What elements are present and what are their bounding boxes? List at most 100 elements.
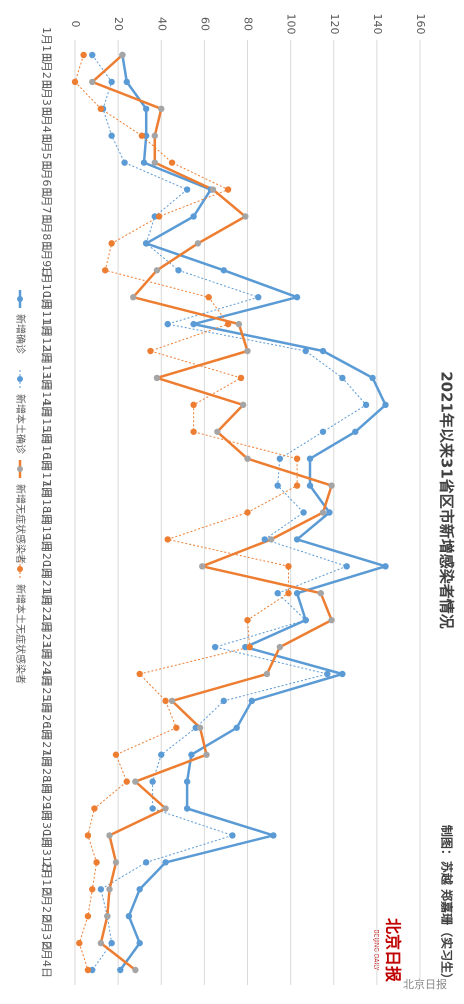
x-tick-label: 1月7日 — [40, 188, 53, 224]
data-point — [158, 751, 165, 758]
data-point — [239, 401, 247, 409]
x-tick-label: 1月2日 — [40, 54, 53, 90]
data-point — [214, 428, 221, 435]
x-tick-label: 1月11日 — [40, 293, 53, 336]
y-tick-label: 160 — [414, 14, 427, 35]
data-point — [242, 213, 249, 220]
data-point — [132, 966, 139, 974]
data-point — [108, 939, 115, 947]
x-tick-label: 2月4日 — [40, 942, 53, 978]
data-point — [302, 616, 309, 624]
x-tick-label: 1月27日 — [40, 723, 53, 766]
data-point — [136, 939, 143, 947]
data-point — [125, 912, 133, 920]
data-point — [190, 428, 197, 435]
data-point — [151, 132, 158, 139]
data-point — [106, 832, 113, 839]
x-tick-label: 1月12日 — [40, 320, 53, 363]
data-point — [183, 186, 191, 193]
data-point — [319, 428, 327, 435]
data-point — [244, 616, 251, 624]
data-point — [158, 105, 165, 113]
watermark: 北京日报 — [403, 977, 447, 991]
data-point — [190, 401, 197, 409]
data-point — [246, 643, 253, 651]
x-tick-label: 1月31日 — [40, 831, 53, 874]
data-point — [306, 455, 314, 462]
x-tick-label: 1月8日 — [40, 215, 53, 251]
legend-label: 新增本土确诊 — [14, 394, 27, 454]
data-point — [324, 670, 331, 678]
data-point — [268, 536, 275, 543]
data-point — [339, 670, 346, 678]
data-point — [155, 213, 163, 220]
data-point — [209, 186, 217, 193]
data-point — [220, 267, 227, 274]
x-tick-label: 1月18日 — [40, 481, 53, 524]
data-point — [112, 751, 120, 758]
data-point — [136, 670, 143, 678]
x-tick-label: 1月20日 — [40, 535, 53, 578]
data-point — [244, 347, 251, 355]
data-point — [319, 347, 327, 355]
data-point — [84, 966, 92, 974]
y-tick-label: 80 — [242, 17, 255, 31]
data-point — [343, 563, 350, 570]
data-point — [382, 563, 389, 570]
y-tick-label: 20 — [112, 17, 125, 31]
data-point — [153, 267, 161, 274]
x-tick-label: 2月3日 — [40, 915, 53, 951]
x-tick-label: 1月26日 — [40, 696, 53, 739]
data-point — [108, 240, 115, 247]
data-point — [205, 294, 212, 301]
data-point — [112, 859, 120, 866]
data-point — [130, 294, 137, 301]
data-point — [285, 563, 292, 570]
x-tick-label: 1月30日 — [40, 804, 53, 847]
x-tick-label: 1月6日 — [40, 162, 53, 198]
data-point — [229, 832, 236, 839]
data-point — [224, 320, 232, 328]
data-point — [224, 186, 232, 193]
data-point — [89, 78, 96, 86]
x-tick-label: 1月24日 — [40, 642, 53, 685]
data-point — [293, 294, 301, 301]
data-point — [319, 509, 327, 516]
data-point — [142, 859, 150, 866]
data-point — [270, 832, 277, 839]
data-point — [248, 697, 256, 705]
x-tick-label: 1月21日 — [40, 562, 53, 605]
data-point — [190, 213, 197, 220]
y-tick-label: 40 — [155, 17, 168, 31]
data-point — [233, 724, 240, 731]
data-point — [119, 51, 126, 59]
data-point — [220, 697, 227, 705]
data-point — [235, 320, 243, 328]
y-tick-label: 0 — [69, 21, 82, 28]
data-point — [101, 267, 109, 274]
logo-sub: BEIJING DAILY — [373, 930, 380, 971]
x-tick-label: 1月3日 — [40, 81, 53, 117]
data-point — [93, 859, 100, 866]
data-point — [168, 159, 176, 166]
data-point — [328, 616, 335, 624]
data-point — [140, 159, 148, 166]
data-point — [183, 805, 191, 812]
data-point — [89, 886, 96, 893]
data-point — [123, 78, 130, 86]
x-tick-label: 1月15日 — [40, 400, 53, 443]
data-point — [263, 670, 271, 678]
legend-marker — [17, 466, 23, 472]
data-point — [199, 563, 206, 570]
data-point — [91, 805, 98, 812]
x-tick-label: 1月17日 — [40, 454, 53, 497]
y-tick-label: 140 — [371, 14, 384, 35]
data-point — [142, 240, 150, 247]
data-point — [194, 240, 202, 247]
data-point — [84, 912, 92, 920]
data-point — [149, 778, 156, 785]
data-point — [121, 159, 128, 166]
data-point — [173, 724, 180, 731]
y-tick-label: 120 — [328, 14, 341, 35]
x-tick-label: 2月2日 — [40, 888, 53, 924]
